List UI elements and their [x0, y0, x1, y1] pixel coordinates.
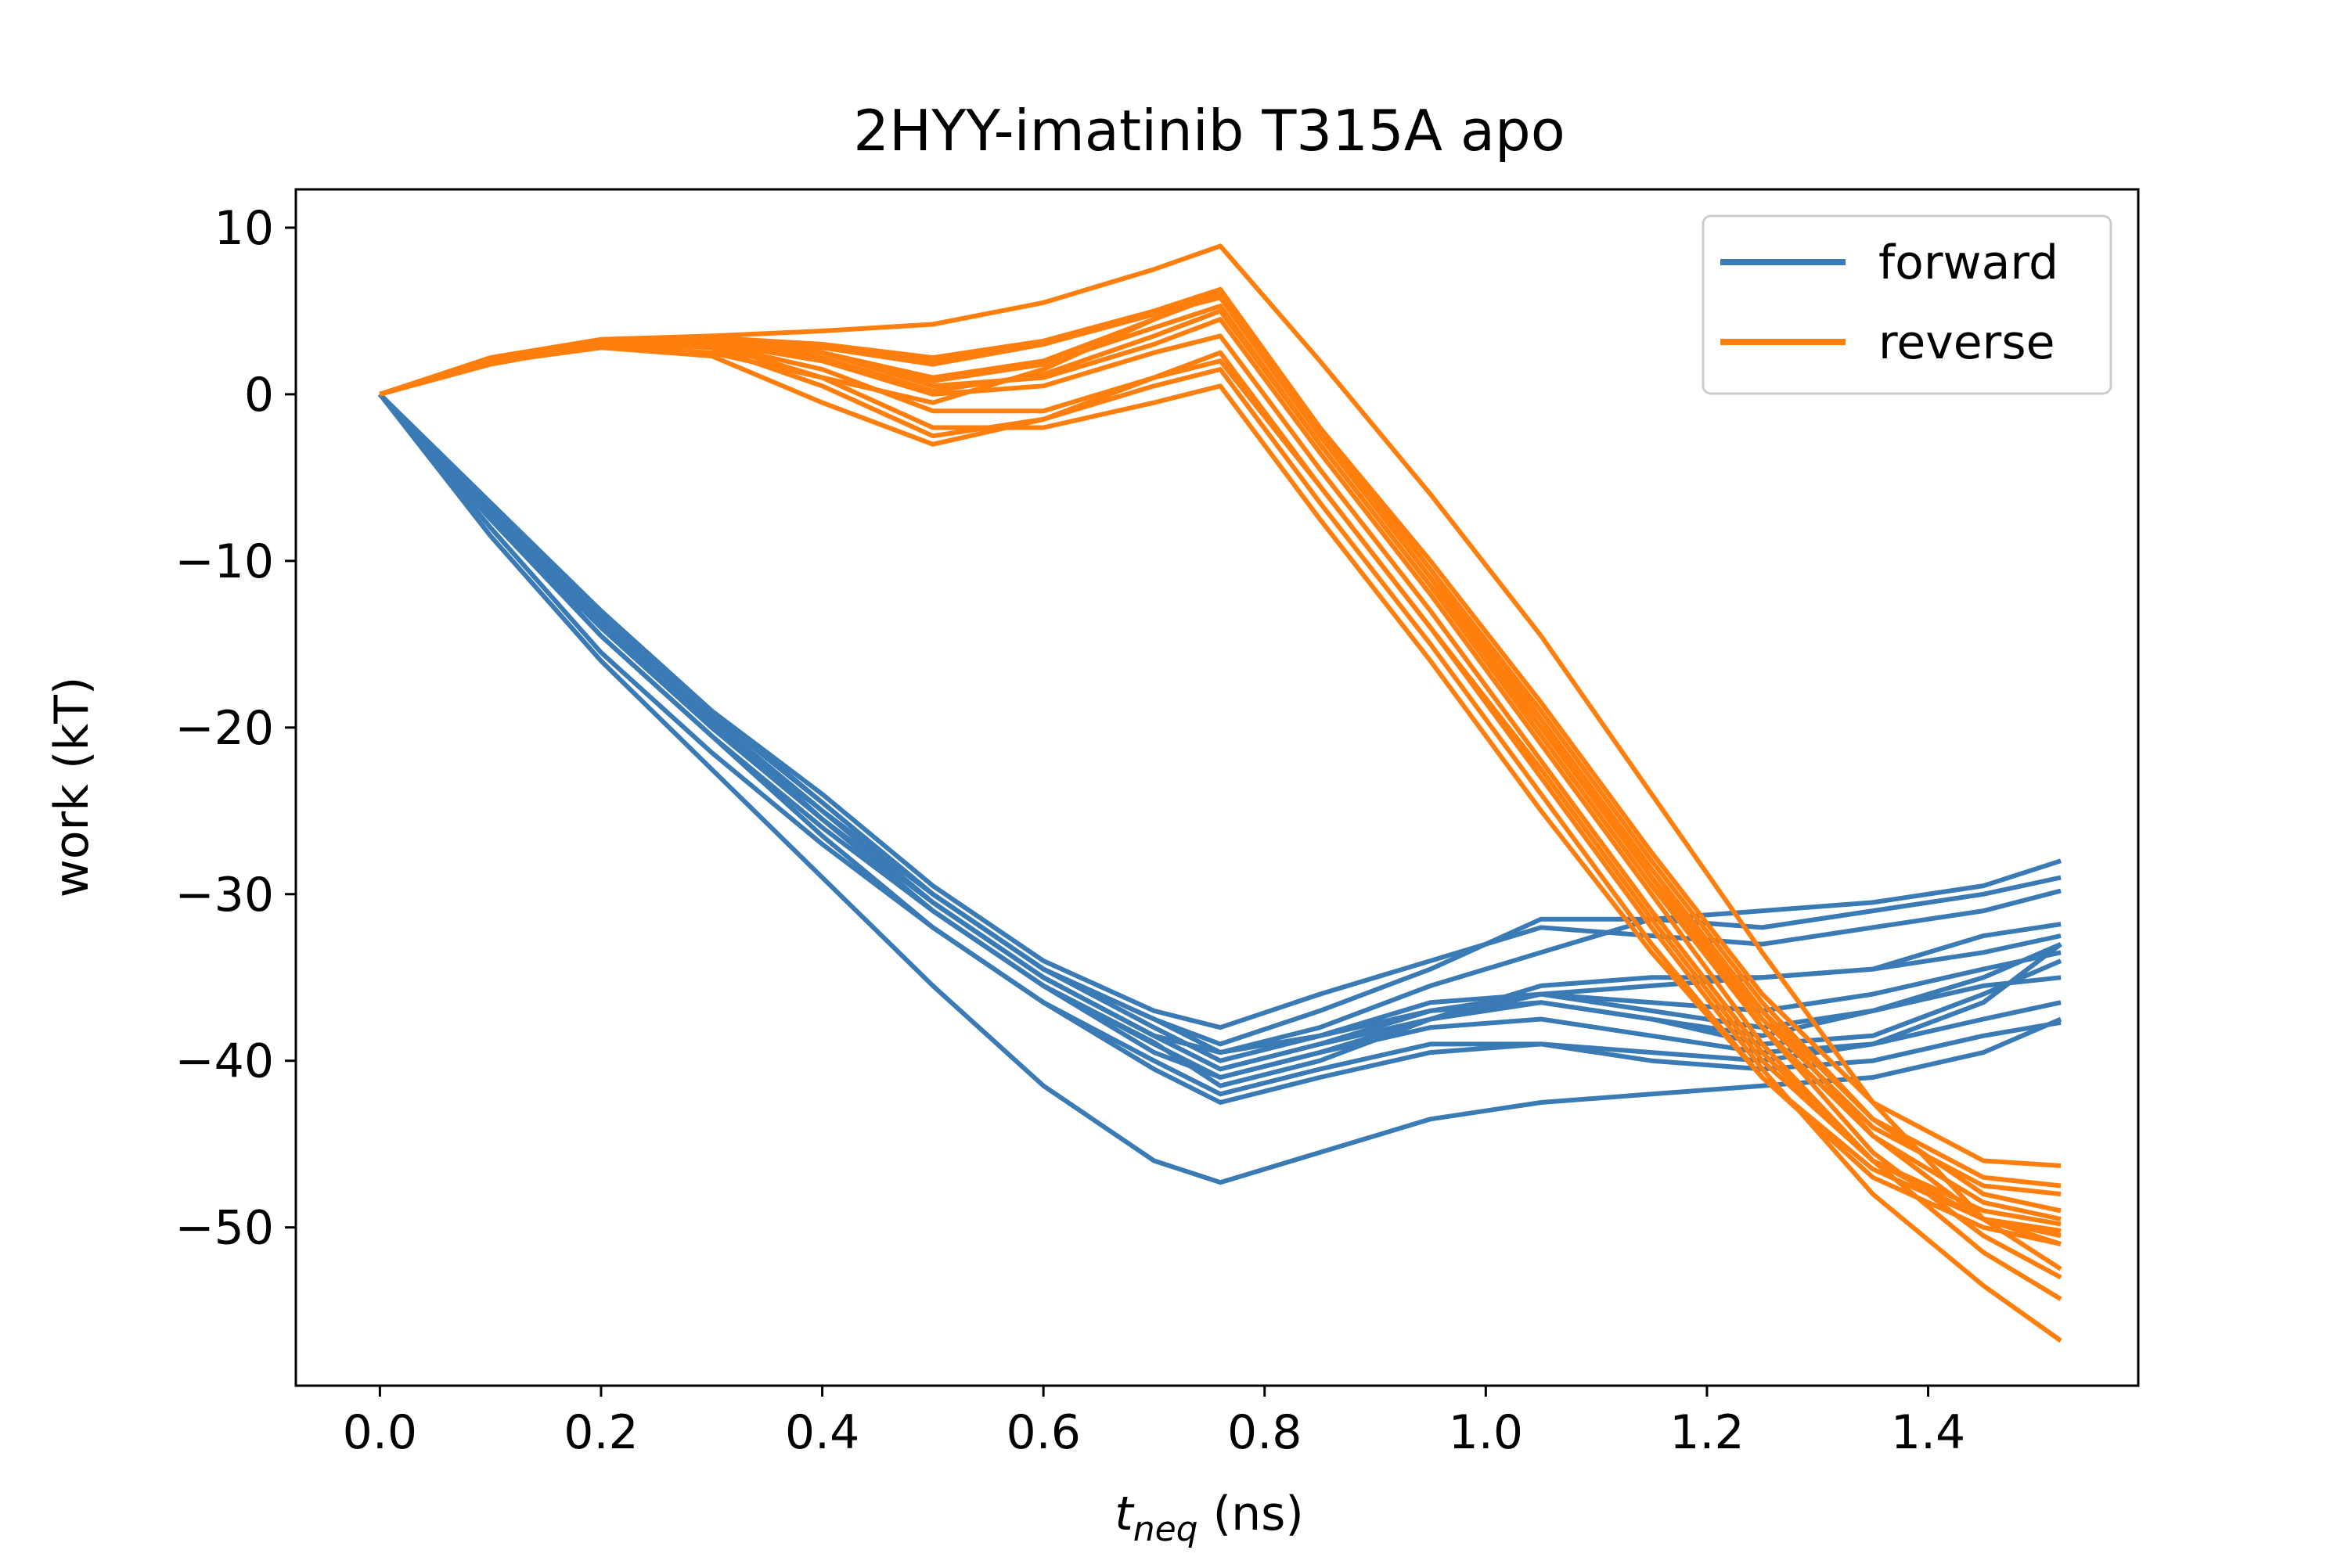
reverse-series-line-8 [379, 345, 2062, 1246]
forward-series-line-8 [378, 392, 2062, 1030]
reverse-series-line-14 [379, 333, 2062, 1239]
y-tick-label: 10 [214, 201, 274, 256]
y-tick-label: −10 [175, 534, 274, 589]
x-tick-label: 1.2 [1669, 1405, 1744, 1460]
reverse-series-line-13 [379, 304, 2062, 1221]
x-axis-label: tneq (ns) [1115, 1487, 1304, 1549]
x-tick-label: 0.6 [1006, 1405, 1080, 1460]
x-tick-label: 0.0 [343, 1405, 417, 1460]
plot-frame [294, 188, 2140, 1387]
y-tick-label: −30 [175, 868, 274, 922]
legend-forward-label: forward [1878, 236, 2058, 290]
y-tick-label: −40 [175, 1034, 274, 1089]
legend: forward reverse [1702, 214, 2112, 395]
x-tick-label: 1.0 [1449, 1405, 1523, 1460]
x-axis-label-unit: (ns) [1198, 1487, 1304, 1541]
x-axis-label-main: t [1115, 1487, 1135, 1541]
y-tick-label: −50 [175, 1201, 274, 1256]
y-tick-label: −20 [175, 701, 274, 756]
series-layer [378, 243, 2062, 1343]
forward-series-line-9 [378, 392, 2062, 1047]
reverse-series-line-7 [379, 342, 2062, 1227]
forward-series-line-10 [378, 392, 2062, 1056]
x-tick-label: 1.4 [1891, 1405, 1965, 1460]
legend-reverse-label: reverse [1878, 315, 2055, 370]
forward-series-line-11 [378, 392, 2062, 1072]
y-tick-label: 0 [244, 368, 274, 423]
x-tick-label: 0.4 [785, 1405, 859, 1460]
x-tick-label: 0.2 [564, 1405, 638, 1460]
x-tick-label: 0.8 [1227, 1405, 1302, 1460]
x-axis-label-subscript: neq [1133, 1509, 1198, 1549]
ticks-layer: 0.0 0.2 0.4 0.6 0.8 1.0 1.2 1.4 10 0 −10 −20 −30 −40 −… [175, 201, 1965, 1460]
y-axis-label: work (kT) [45, 677, 99, 897]
chart-title: 2HYY-imatinib T315A apo [853, 98, 1565, 164]
